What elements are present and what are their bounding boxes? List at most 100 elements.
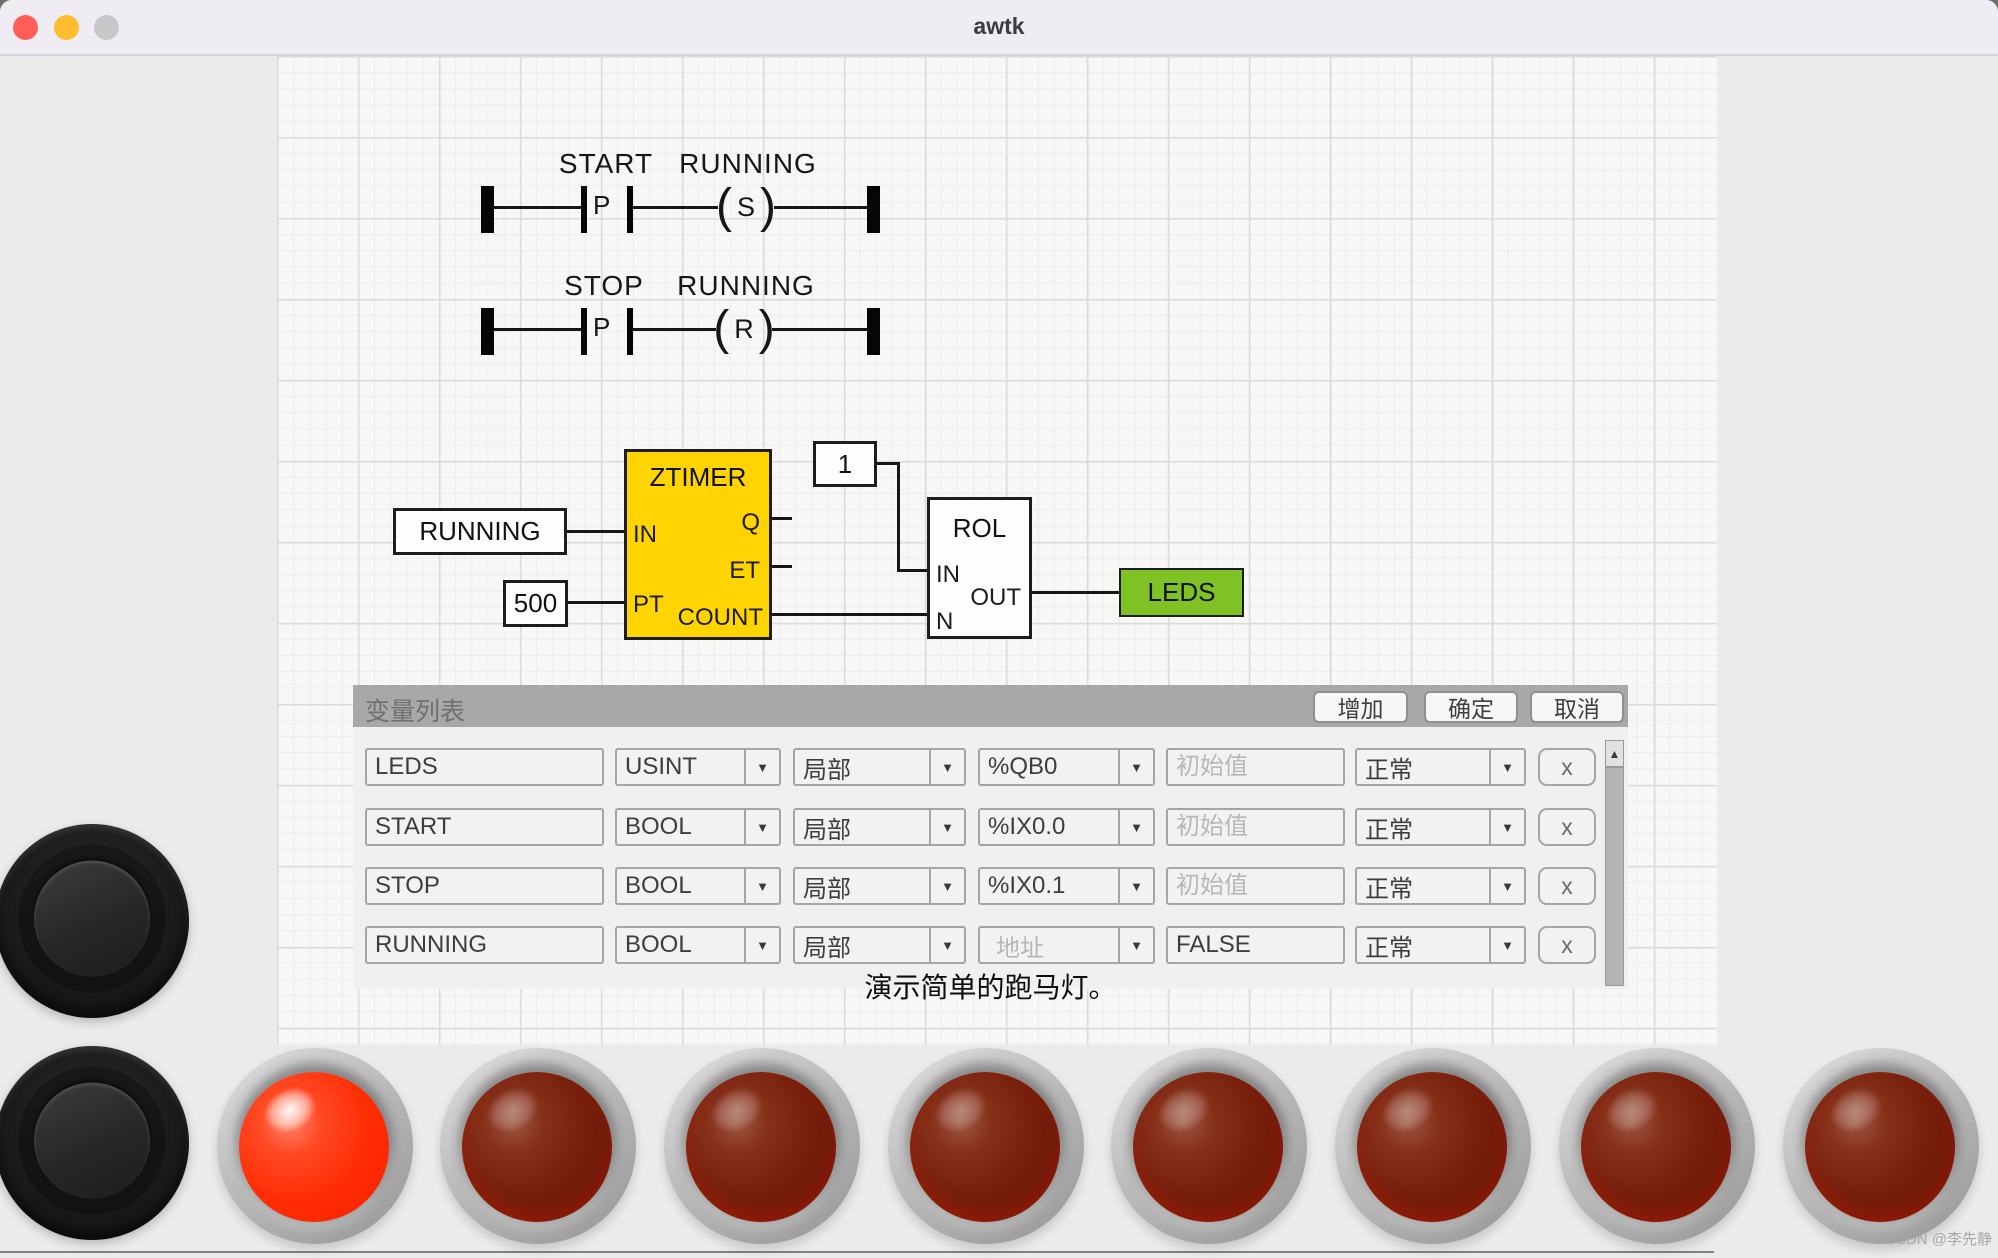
led-ball — [1581, 1072, 1731, 1222]
var-address-select[interactable]: %IX0.0 ▼ — [978, 808, 1155, 846]
table-row: BOOL ▼ 局部 ▼ %IX0.1 ▼ 正常 ▼ x — [353, 867, 1628, 905]
var-type-select[interactable]: BOOL ▼ — [615, 867, 781, 905]
var-name-input[interactable] — [365, 748, 604, 786]
chevron-down-icon[interactable]: ▼ — [1489, 869, 1524, 903]
table-row: BOOL ▼ 局部 ▼ %IX0.0 ▼ 正常 ▼ x — [353, 808, 1628, 846]
ztimer-pin-q: Q — [741, 509, 760, 536]
var-status-select[interactable]: 正常 ▼ — [1355, 748, 1526, 786]
chevron-down-icon[interactable]: ▼ — [744, 810, 779, 844]
var-init-input[interactable] — [1166, 748, 1345, 786]
table-row: BOOL ▼ 局部 ▼ 地址 ▼ 正常 ▼ x — [353, 926, 1628, 964]
chevron-down-icon[interactable]: ▼ — [929, 869, 964, 903]
ok-button[interactable]: 确定 — [1424, 691, 1518, 723]
chevron-down-icon[interactable]: ▼ — [1489, 928, 1524, 962]
led-ball — [910, 1072, 1060, 1222]
var-scope-select[interactable]: 局部 ▼ — [793, 748, 966, 786]
power-rail-right — [867, 186, 880, 233]
chevron-down-icon[interactable]: ▼ — [1118, 750, 1153, 784]
maximize-button[interactable] — [94, 15, 119, 40]
ztimer-pin-count: COUNT — [677, 604, 763, 631]
rol-pin-in: IN — [936, 561, 960, 588]
chevron-down-icon[interactable]: ▼ — [1118, 810, 1153, 844]
fbd-stub-q — [772, 517, 792, 520]
var-status-select[interactable]: 正常 ▼ — [1355, 867, 1526, 905]
var-type-select[interactable]: USINT ▼ — [615, 748, 781, 786]
scroll-up-icon[interactable]: ▲ — [1605, 740, 1624, 767]
bottom-divider — [0, 1251, 1714, 1253]
var-scope-select[interactable]: 局部 ▼ — [793, 808, 966, 846]
cancel-button[interactable]: 取消 — [1530, 691, 1624, 723]
power-rail-right — [867, 308, 880, 355]
var-type-select[interactable]: BOOL ▼ — [615, 926, 781, 964]
chevron-down-icon[interactable]: ▼ — [744, 928, 779, 962]
led-indicator-1 — [217, 1048, 413, 1244]
ladder-wire — [633, 328, 716, 331]
delete-row-button[interactable]: x — [1538, 926, 1596, 964]
chevron-down-icon[interactable]: ▼ — [1118, 928, 1153, 962]
fbd-wire-count-n — [772, 613, 927, 616]
var-address-select[interactable]: %QB0 ▼ — [978, 748, 1155, 786]
chevron-down-icon[interactable]: ▼ — [744, 750, 779, 784]
led-ball — [239, 1072, 389, 1222]
fbd-wire — [567, 530, 624, 533]
variable-panel-header: 变量列表 — [353, 685, 1628, 727]
var-address-select[interactable]: %IX0.1 ▼ — [978, 867, 1155, 905]
fbd-wire — [877, 462, 900, 465]
knob-button-1[interactable] — [0, 824, 189, 1018]
led-indicator-2 — [440, 1048, 636, 1244]
contact-bar — [627, 186, 633, 233]
fbd-wire — [1032, 591, 1119, 594]
var-status-select[interactable]: 正常 ▼ — [1355, 926, 1526, 964]
var-scope-select[interactable]: 局部 ▼ — [793, 926, 966, 964]
delete-row-button[interactable]: x — [1538, 748, 1596, 786]
select-value: 正常 — [1365, 934, 1413, 962]
select-placeholder: 地址 — [996, 934, 1044, 962]
chevron-down-icon[interactable]: ▼ — [1489, 810, 1524, 844]
variable-panel-title: 变量列表 — [365, 698, 466, 726]
chevron-down-icon[interactable]: ▼ — [744, 869, 779, 903]
contact-bar — [581, 308, 587, 355]
coil-reset: ( R ) — [713, 302, 774, 355]
coil-set: ( S ) — [716, 183, 776, 231]
rol-block: ROL IN N OUT — [927, 497, 1032, 639]
chevron-down-icon[interactable]: ▼ — [1118, 869, 1153, 903]
power-rail-left — [481, 186, 494, 233]
window-title: awtk — [973, 13, 1025, 39]
knob-button-2[interactable] — [0, 1046, 189, 1240]
contact-label: STOP — [564, 270, 644, 301]
led-indicator-4 — [888, 1048, 1084, 1244]
close-button[interactable] — [13, 15, 38, 40]
fbd-wire — [897, 569, 927, 572]
led-ball — [1357, 1072, 1507, 1222]
var-name-input[interactable] — [365, 867, 604, 905]
chevron-down-icon[interactable]: ▼ — [1489, 750, 1524, 784]
select-value: 局部 — [803, 934, 851, 962]
chevron-down-icon[interactable]: ▼ — [929, 928, 964, 962]
minimize-button[interactable] — [54, 15, 79, 40]
scrollbar-thumb[interactable] — [1605, 767, 1624, 986]
var-init-input[interactable] — [1166, 808, 1345, 846]
var-name-input[interactable] — [365, 808, 604, 846]
chevron-down-icon[interactable]: ▼ — [929, 810, 964, 844]
coil-symbol: S — [736, 191, 755, 222]
var-init-input[interactable] — [1166, 926, 1345, 964]
add-button[interactable]: 增加 — [1313, 691, 1408, 723]
delete-row-button[interactable]: x — [1538, 867, 1596, 905]
chevron-down-icon[interactable]: ▼ — [929, 750, 964, 784]
ztimer-block: ZTIMER IN PT Q ET COUNT — [624, 449, 772, 640]
var-type-select[interactable]: BOOL ▼ — [615, 808, 781, 846]
coil-paren: ( — [713, 302, 730, 355]
led-ball — [686, 1072, 836, 1222]
var-status-select[interactable]: 正常 ▼ — [1355, 808, 1526, 846]
scrollbar[interactable]: ▲ — [1605, 740, 1624, 986]
delete-row-button[interactable]: x — [1538, 808, 1596, 846]
select-value: 正常 — [1365, 816, 1413, 844]
demo-caption: 演示简单的跑马灯。 — [864, 972, 1117, 1003]
led-ball — [1133, 1072, 1283, 1222]
var-init-input[interactable] — [1166, 867, 1345, 905]
var-address-select[interactable]: 地址 ▼ — [978, 926, 1155, 964]
var-scope-select[interactable]: 局部 ▼ — [793, 867, 966, 905]
var-name-input[interactable] — [365, 926, 604, 964]
power-rail-left — [481, 308, 494, 355]
